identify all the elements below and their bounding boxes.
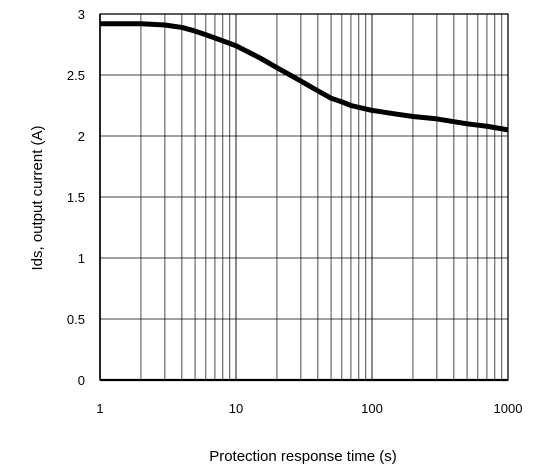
y-tick-label: 2: [78, 129, 85, 144]
series-line-0: [100, 21, 509, 133]
x-tick-label: 1000: [494, 401, 523, 416]
y-tick-label: 0.5: [67, 312, 85, 327]
y-axis-label: Ids, output current (A): [29, 125, 46, 270]
series-group: [100, 21, 509, 133]
x-axis-label: Protection response time (s): [209, 448, 397, 465]
y-tick-label: 2.5: [67, 68, 85, 83]
plot-frame: [99, 13, 509, 382]
y-tick-label: 0: [78, 373, 85, 388]
x-tick-labels: 1 10 100 1000: [96, 401, 522, 416]
y-tick-label: 3: [78, 7, 85, 22]
x-tick-label: 10: [229, 401, 243, 416]
y-tick-label: 1: [78, 251, 85, 266]
y-tick-label: 1.5: [67, 190, 85, 205]
x-tick-label: 100: [361, 401, 383, 416]
grid: [99, 13, 509, 381]
x-tick-label: 1: [96, 401, 103, 416]
y-tick-labels: 0 0.5 1 1.5 2 2.5 3: [67, 7, 85, 388]
